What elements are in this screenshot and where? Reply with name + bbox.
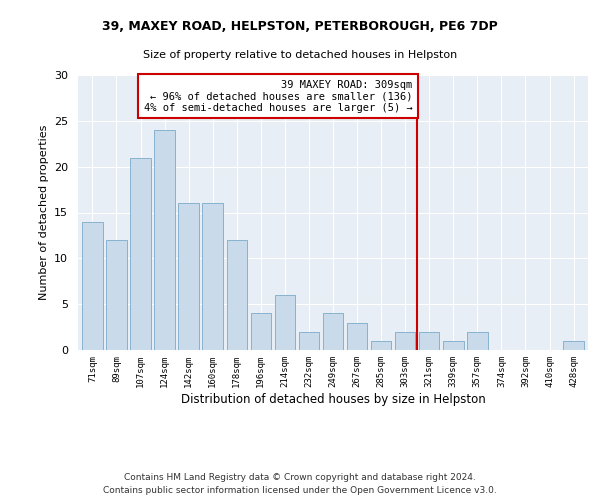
Bar bbox=[395, 332, 415, 350]
Bar bbox=[275, 295, 295, 350]
Bar bbox=[227, 240, 247, 350]
Bar bbox=[419, 332, 439, 350]
Text: 39, MAXEY ROAD, HELPSTON, PETERBOROUGH, PE6 7DP: 39, MAXEY ROAD, HELPSTON, PETERBOROUGH, … bbox=[102, 20, 498, 33]
Bar bbox=[443, 341, 464, 350]
Bar bbox=[130, 158, 151, 350]
Bar bbox=[323, 314, 343, 350]
Bar bbox=[563, 341, 584, 350]
Y-axis label: Number of detached properties: Number of detached properties bbox=[38, 125, 49, 300]
Text: Size of property relative to detached houses in Helpston: Size of property relative to detached ho… bbox=[143, 50, 457, 60]
Bar bbox=[178, 204, 199, 350]
Bar bbox=[106, 240, 127, 350]
Bar bbox=[154, 130, 175, 350]
Bar bbox=[299, 332, 319, 350]
Text: Contains public sector information licensed under the Open Government Licence v3: Contains public sector information licen… bbox=[103, 486, 497, 495]
X-axis label: Distribution of detached houses by size in Helpston: Distribution of detached houses by size … bbox=[181, 392, 485, 406]
Bar bbox=[347, 322, 367, 350]
Text: Contains HM Land Registry data © Crown copyright and database right 2024.: Contains HM Land Registry data © Crown c… bbox=[124, 472, 476, 482]
Text: 39 MAXEY ROAD: 309sqm
← 96% of detached houses are smaller (136)
4% of semi-deta: 39 MAXEY ROAD: 309sqm ← 96% of detached … bbox=[143, 80, 412, 113]
Bar bbox=[202, 204, 223, 350]
Bar bbox=[251, 314, 271, 350]
Bar bbox=[467, 332, 488, 350]
Bar bbox=[82, 222, 103, 350]
Bar bbox=[371, 341, 391, 350]
